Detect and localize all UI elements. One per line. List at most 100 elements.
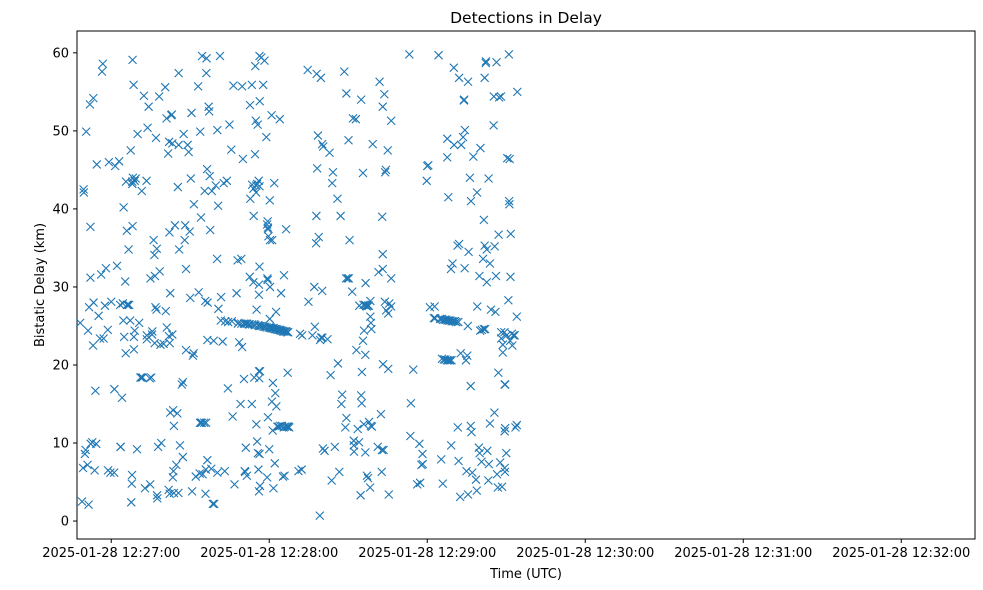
data-point xyxy=(226,145,236,154)
data-point xyxy=(86,222,95,232)
x-tick-label: 2025-01-28 12:31:00 xyxy=(674,546,812,561)
data-point xyxy=(496,92,506,101)
data-point xyxy=(365,296,375,306)
data-point xyxy=(297,330,307,340)
data-point xyxy=(212,254,222,264)
data-point xyxy=(178,452,188,462)
data-point xyxy=(212,468,222,478)
data-point xyxy=(269,178,279,188)
data-point xyxy=(128,55,137,65)
data-point xyxy=(480,324,490,334)
data-point xyxy=(472,188,482,197)
data-point xyxy=(185,227,195,236)
data-point xyxy=(201,418,211,428)
y-axis-label: Bistatic Delay (km) xyxy=(33,223,48,347)
data-point xyxy=(97,67,107,76)
data-point xyxy=(276,288,286,298)
data-point xyxy=(156,438,166,448)
data-point xyxy=(146,373,156,382)
data-point xyxy=(152,244,162,254)
data-point xyxy=(326,370,335,380)
data-point xyxy=(209,336,219,346)
data-point xyxy=(188,351,198,361)
data-point xyxy=(459,95,469,105)
data-point xyxy=(500,426,510,436)
data-point xyxy=(202,455,212,465)
data-point xyxy=(104,157,114,167)
data-point xyxy=(255,181,264,191)
data-point xyxy=(492,57,501,67)
data-point xyxy=(91,386,100,396)
data-point xyxy=(242,471,252,481)
data-point xyxy=(223,384,233,393)
data-point xyxy=(79,185,88,194)
data-point xyxy=(247,399,257,409)
data-point xyxy=(162,114,171,123)
data-point xyxy=(168,405,178,415)
data-point xyxy=(492,469,502,479)
data-point xyxy=(374,267,383,277)
data-point xyxy=(251,419,261,429)
data-point xyxy=(379,89,389,99)
data-point xyxy=(500,467,510,477)
data-point xyxy=(265,195,275,205)
data-point xyxy=(361,278,371,288)
data-point xyxy=(356,95,366,105)
data-point xyxy=(119,202,129,212)
data-point xyxy=(503,295,513,305)
data-point xyxy=(216,292,226,302)
data-point xyxy=(484,174,493,183)
data-point xyxy=(123,300,133,310)
data-point xyxy=(227,316,237,326)
data-point xyxy=(343,273,353,283)
data-point xyxy=(178,377,188,387)
data-point xyxy=(412,479,422,489)
data-point xyxy=(454,73,464,83)
data-point xyxy=(380,167,390,177)
data-point xyxy=(284,423,294,432)
data-point xyxy=(347,287,357,297)
data-point xyxy=(310,322,320,332)
data-point xyxy=(200,296,210,306)
data-point xyxy=(436,455,446,464)
data-point xyxy=(377,212,387,222)
data-point xyxy=(491,271,501,281)
data-point xyxy=(169,421,179,431)
data-point xyxy=(303,65,313,75)
data-point xyxy=(117,393,127,403)
data-point xyxy=(213,201,223,211)
data-point xyxy=(356,391,366,400)
data-point xyxy=(201,68,211,78)
data-point xyxy=(313,131,323,140)
data-point xyxy=(406,431,415,441)
data-point xyxy=(228,412,238,421)
data-point xyxy=(197,51,207,61)
data-point xyxy=(237,82,247,91)
data-point xyxy=(234,337,244,347)
data-point xyxy=(101,263,111,273)
data-point xyxy=(171,460,181,470)
data-point xyxy=(377,445,387,455)
data-point xyxy=(386,116,396,126)
data-point xyxy=(202,53,211,63)
plot-area xyxy=(76,30,976,540)
data-point xyxy=(404,50,414,59)
data-point xyxy=(173,488,183,498)
data-point xyxy=(464,247,473,257)
data-point xyxy=(283,368,293,378)
data-point xyxy=(386,302,396,311)
data-point xyxy=(81,127,91,137)
data-point xyxy=(283,327,292,337)
data-point xyxy=(422,176,432,186)
data-point xyxy=(376,409,386,419)
y-tick-label: 20 xyxy=(52,358,69,373)
data-point xyxy=(202,164,212,174)
data-point xyxy=(140,483,150,493)
data-point xyxy=(468,152,478,162)
data-point xyxy=(106,468,115,478)
data-point xyxy=(357,398,367,408)
data-point xyxy=(463,490,473,499)
data-point xyxy=(147,330,157,339)
data-point xyxy=(512,312,522,321)
